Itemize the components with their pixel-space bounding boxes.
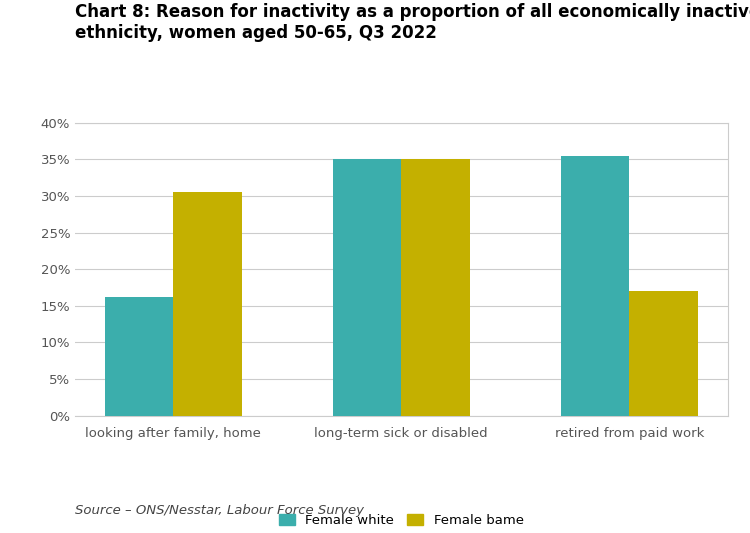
Bar	[105, 297, 173, 416]
Bar	[173, 192, 242, 416]
Text: Source – ONS/Nesstar, Labour Force Survey: Source – ONS/Nesstar, Labour Force Surve…	[75, 504, 364, 517]
Legend: Female white, Female bame: Female white, Female bame	[274, 508, 529, 532]
Text: Chart 8: Reason for inactivity as a proportion of all economically inactive by: Chart 8: Reason for inactivity as a prop…	[75, 3, 750, 21]
Text: ethnicity, women aged 50-65, Q3 2022: ethnicity, women aged 50-65, Q3 2022	[75, 24, 436, 42]
Bar	[629, 291, 698, 416]
Bar	[401, 159, 470, 416]
Bar	[333, 159, 401, 416]
Bar	[561, 156, 629, 416]
